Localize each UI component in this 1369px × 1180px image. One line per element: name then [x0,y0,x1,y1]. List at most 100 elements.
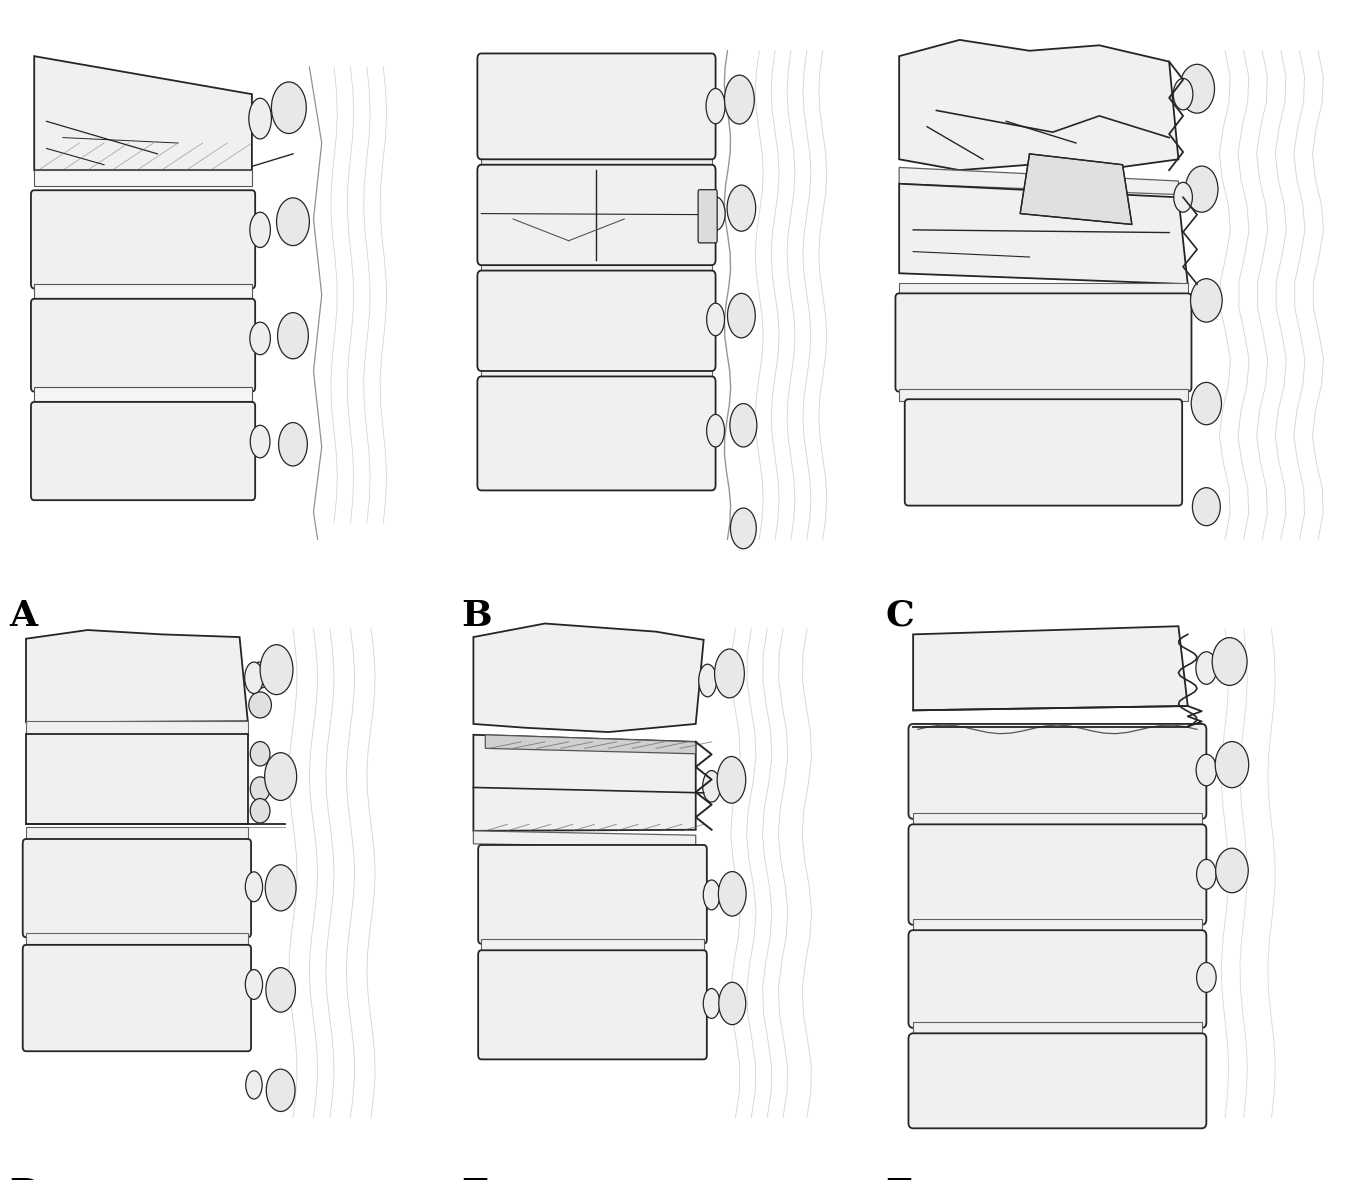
Text: C: C [886,599,914,632]
Ellipse shape [266,1069,296,1112]
Ellipse shape [251,799,270,822]
Text: E: E [461,1178,489,1180]
Ellipse shape [1216,848,1249,893]
Ellipse shape [245,662,263,694]
Ellipse shape [264,753,297,800]
Ellipse shape [277,198,309,245]
Bar [482,366,712,379]
Ellipse shape [249,322,271,355]
Ellipse shape [245,970,263,999]
Polygon shape [1020,153,1132,224]
Ellipse shape [251,741,270,766]
Ellipse shape [245,872,263,902]
FancyBboxPatch shape [23,945,251,1051]
Ellipse shape [698,664,716,696]
Ellipse shape [704,880,720,910]
Ellipse shape [251,425,270,458]
Polygon shape [899,40,1179,170]
Text: B: B [461,599,491,632]
Polygon shape [26,630,248,722]
Ellipse shape [1180,64,1214,113]
Bar [34,284,252,297]
Ellipse shape [1173,183,1192,212]
Bar [26,721,248,735]
FancyBboxPatch shape [909,1034,1206,1128]
Text: A: A [10,599,38,632]
Ellipse shape [706,197,726,230]
Ellipse shape [715,649,745,697]
FancyBboxPatch shape [909,723,1206,819]
Bar [34,387,252,401]
FancyBboxPatch shape [31,402,255,500]
Text: F: F [886,1178,910,1180]
Ellipse shape [249,98,271,139]
Ellipse shape [1191,278,1223,322]
Ellipse shape [1186,166,1218,212]
Polygon shape [899,168,1179,195]
Ellipse shape [1173,78,1192,110]
Ellipse shape [706,414,724,447]
FancyBboxPatch shape [909,825,1206,925]
Ellipse shape [730,404,757,447]
Bar [482,260,712,274]
Ellipse shape [719,872,746,916]
Bar [482,153,712,168]
Polygon shape [913,627,1188,710]
FancyBboxPatch shape [31,190,255,288]
Ellipse shape [1197,651,1217,684]
Ellipse shape [1197,859,1216,890]
FancyBboxPatch shape [478,270,716,371]
Ellipse shape [1191,382,1221,425]
Bar [913,919,1202,933]
Ellipse shape [1197,963,1216,992]
Ellipse shape [249,662,271,688]
Polygon shape [34,57,252,170]
Ellipse shape [706,303,724,335]
Polygon shape [899,184,1188,284]
Bar [26,827,248,840]
Ellipse shape [706,88,726,124]
Polygon shape [474,735,695,831]
Ellipse shape [279,422,307,466]
Ellipse shape [702,771,720,802]
Bar [913,1022,1202,1036]
Ellipse shape [251,776,270,801]
Ellipse shape [719,982,746,1024]
Ellipse shape [260,644,293,695]
Bar [899,389,1188,401]
FancyBboxPatch shape [478,845,706,944]
Bar [26,933,248,946]
Ellipse shape [731,509,756,549]
Ellipse shape [1197,754,1217,786]
FancyBboxPatch shape [23,839,251,937]
Ellipse shape [1192,487,1220,526]
Text: D: D [10,1178,41,1180]
Ellipse shape [249,212,271,248]
Ellipse shape [266,865,296,911]
Ellipse shape [1216,741,1249,788]
Ellipse shape [724,76,754,124]
FancyBboxPatch shape [31,299,255,392]
FancyBboxPatch shape [905,399,1183,505]
FancyBboxPatch shape [698,190,717,243]
Ellipse shape [271,81,307,133]
Ellipse shape [717,756,746,804]
FancyBboxPatch shape [478,53,716,159]
Ellipse shape [704,989,720,1018]
FancyBboxPatch shape [478,165,716,266]
Polygon shape [474,623,704,732]
Polygon shape [26,734,248,825]
FancyBboxPatch shape [895,294,1191,392]
Bar [913,813,1202,827]
Ellipse shape [246,1070,263,1099]
FancyBboxPatch shape [478,950,706,1060]
Ellipse shape [1212,637,1247,686]
Bar [899,283,1188,295]
Ellipse shape [278,313,308,359]
Ellipse shape [266,968,296,1012]
FancyBboxPatch shape [478,376,716,491]
Bar [34,170,252,186]
Polygon shape [486,735,695,754]
FancyBboxPatch shape [909,930,1206,1028]
Ellipse shape [727,185,756,231]
